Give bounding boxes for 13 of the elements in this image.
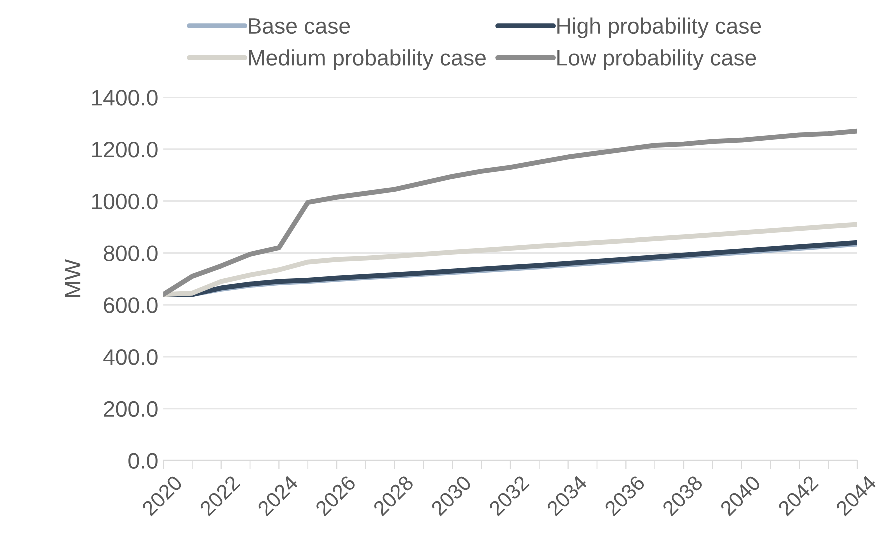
y-tick-label: 0.0 (128, 453, 158, 469)
y-tick-label: 1200.0 (92, 142, 158, 158)
y-tick-label: 800.0 (104, 246, 158, 262)
legend-label: High probability case (558, 18, 762, 38)
legend-label: Base case (249, 18, 350, 34)
y-tick-label: 400.0 (104, 349, 158, 366)
y-tick-label: 1000.0 (92, 194, 158, 210)
y-tick-label: 200.0 (104, 401, 158, 418)
y-tick-label: 1400.0 (92, 90, 158, 106)
legend-label: Low probability case (558, 50, 756, 70)
y-tick-label: 600.0 (104, 298, 158, 314)
y-axis-title: MW (65, 259, 81, 298)
legend-label: Medium probability case (249, 50, 486, 70)
